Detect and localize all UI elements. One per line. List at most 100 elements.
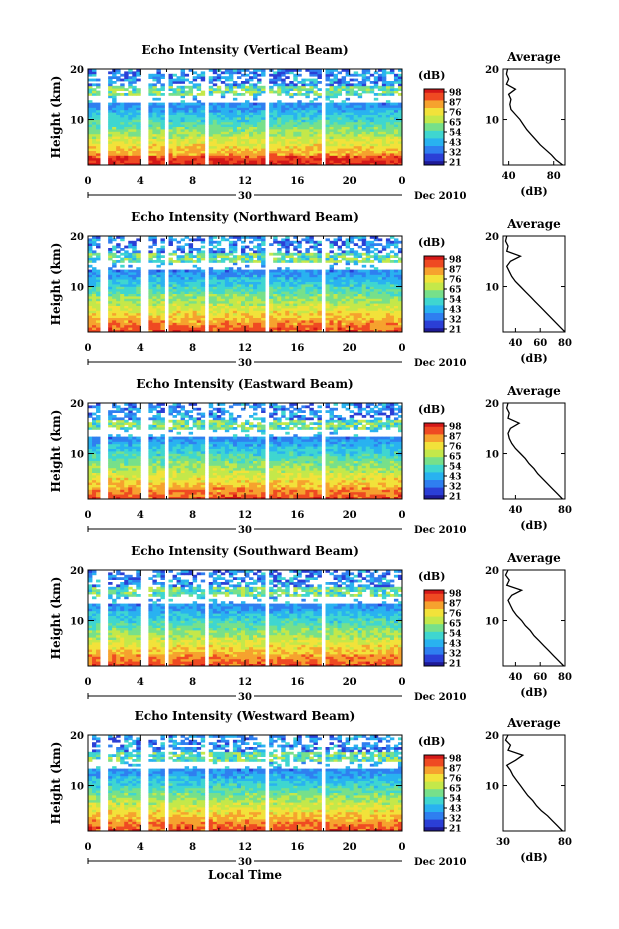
heatmap-cell (245, 160, 250, 163)
heatmap-cell (349, 274, 355, 278)
heatmap-cell (285, 317, 290, 321)
heatmap-cell (373, 288, 379, 292)
heatmap-cell (377, 315, 383, 318)
heatmap-cell (128, 105, 133, 108)
heatmap-cell (136, 305, 141, 309)
heatmap-cell (176, 150, 181, 154)
heatmap-cell (337, 305, 343, 309)
heatmap-cell (345, 162, 351, 166)
heatmap-cell (257, 269, 262, 273)
heatmap-cell (200, 117, 206, 120)
heatmap-cell (285, 162, 290, 166)
heatmap-cell (281, 293, 286, 297)
heatmap-cell (365, 300, 371, 304)
heatmap-cell (277, 129, 282, 132)
heatmap-cell (393, 121, 399, 125)
heatmap-cell (240, 88, 246, 91)
heatmap-cell (132, 250, 137, 254)
heatmap-cell (148, 131, 153, 135)
average-profile-line (504, 235, 566, 333)
heatmap-cell (365, 279, 371, 282)
heatmap-cell (249, 114, 254, 118)
heatmap-cell (172, 131, 177, 135)
heatmap-cell (325, 281, 330, 285)
heatmap-cell (269, 90, 274, 94)
heatmap-cell (281, 88, 286, 91)
heatmap-cell (297, 312, 302, 316)
heatmap-cell (176, 303, 181, 306)
heatmap-cell (196, 112, 202, 115)
heatmap-cell (212, 279, 218, 282)
heatmap-cell (196, 143, 202, 147)
heatmap-cell (148, 269, 153, 273)
heatmap-cell (301, 296, 306, 299)
heatmap-cell (108, 284, 113, 287)
heatmap-cell (92, 320, 97, 323)
heatmap-cell (156, 293, 161, 297)
heatmap-cell (108, 255, 113, 258)
heatmap-cell (349, 286, 355, 290)
heatmap-cell (200, 252, 206, 256)
heatmap-cell (385, 274, 391, 278)
heatmap-cell (240, 288, 246, 292)
heatmap-cell (156, 248, 161, 251)
heatmap-cell (345, 102, 351, 106)
heatmap-cell (305, 293, 310, 297)
heatmap-cell (148, 281, 153, 285)
colorbar-segment (424, 292, 444, 295)
heatmap-cell (341, 138, 347, 142)
heatmap-cell (269, 114, 274, 118)
colorbar-segment (424, 318, 444, 322)
heatmap-cell (253, 105, 258, 108)
heatmap-cell (88, 424, 93, 428)
x-tick-label: 4 (137, 176, 144, 187)
heatmap-cell (393, 90, 399, 94)
heatmap-cell (88, 102, 93, 106)
heatmap-cell (261, 262, 266, 266)
heatmap-cell (325, 327, 330, 330)
heatmap-cell (353, 324, 359, 328)
heatmap-cell (192, 119, 198, 123)
heatmap-cell (120, 107, 125, 111)
heatmap-cell (200, 109, 206, 113)
heatmap-cell (196, 310, 202, 314)
heatmap-cell (389, 296, 395, 299)
average-x-tick-label: 40 (508, 338, 522, 349)
heatmap-cell (333, 312, 338, 316)
heatmap-cell (152, 308, 157, 311)
heatmap-cell (297, 324, 302, 328)
heatmap-cell (180, 131, 186, 135)
heatmap-cell (349, 112, 355, 115)
heatmap-cell (305, 257, 310, 261)
heatmap-cell (249, 141, 254, 144)
heatmap-cell (357, 150, 363, 154)
heatmap-cell (361, 83, 367, 87)
heatmap-cell (297, 153, 302, 156)
heatmap-cell (285, 243, 290, 246)
heatmap-cell (309, 138, 314, 142)
heatmap-cell (176, 320, 181, 323)
heatmap-cell (365, 150, 371, 154)
heatmap-cell (325, 148, 330, 151)
heatmap-cell (285, 76, 290, 79)
heatmap-cell (353, 262, 359, 266)
heatmap-cell (329, 305, 334, 309)
heatmap-cell (228, 136, 234, 139)
heatmap-cell (156, 300, 161, 304)
heatmap-cell (289, 160, 294, 163)
heatmap-cell (365, 112, 371, 115)
heatmap-cell (152, 303, 157, 306)
heatmap-cell (128, 126, 133, 130)
heatmap-cell (96, 121, 101, 125)
heatmap-cell (232, 317, 238, 321)
heatmap-cell (349, 117, 355, 120)
heatmap-cell (220, 153, 226, 156)
heatmap-cell (124, 317, 129, 321)
heatmap-cell (309, 317, 314, 321)
heatmap-cell (108, 293, 113, 297)
heatmap-cell (373, 138, 379, 142)
heatmap-cell (345, 124, 351, 127)
heatmap-cell (249, 300, 254, 304)
heatmap-cell (156, 296, 161, 299)
heatmap-cell (188, 257, 194, 261)
